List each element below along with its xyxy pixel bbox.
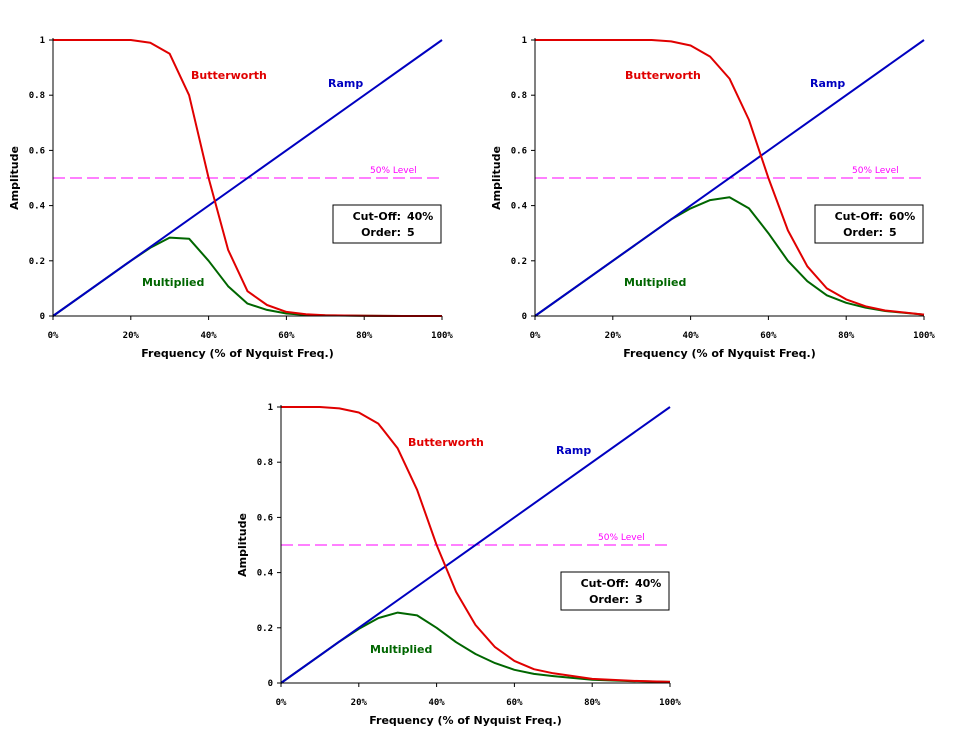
x-tick-label: 20% [351, 698, 368, 708]
y-tick-label: 1 [40, 36, 45, 46]
x-axis-title: Frequency (% of Nyquist Freq.) [141, 347, 334, 360]
x-tick-label: 20% [123, 331, 140, 341]
info-box-border [814, 204, 924, 244]
order-label: Order: [843, 226, 883, 239]
ramp-line [534, 39, 925, 317]
cutoff-value: 40% [635, 577, 661, 590]
ramp-label: Ramp [810, 77, 845, 90]
x-tick-label: 0% [530, 331, 541, 341]
y-axis-title: Amplitude [236, 513, 249, 577]
butterworth-label: Butterworth [191, 69, 267, 82]
x-tick-label: 80% [838, 331, 855, 341]
y-tick-label: 0.2 [511, 257, 527, 267]
multiplied-label: Multiplied [370, 643, 432, 656]
butterworth-line [281, 406, 671, 683]
multiplied-label: Multiplied [142, 276, 204, 289]
x-tick-label: 0% [276, 698, 287, 708]
order-label: Order: [361, 226, 401, 239]
y-tick-label: 0.4 [29, 202, 46, 212]
chart-svg: 0 0.2 0.4 0.6 0.8 1 0% 20% 40% 60% 80% 100% Frequen… [490, 36, 936, 360]
cutoff-value: 60% [889, 210, 915, 223]
chart-cutoff-40-order-5: 0 0.2 0.4 0.6 0.8 1 0% 20% 40% 60% 80% 100% Frequen… [0, 0, 470, 370]
level-label: 50% Level [598, 533, 645, 543]
x-tick-label: 40% [428, 698, 445, 708]
y-axis-title: Amplitude [8, 146, 21, 210]
y-tick-label: 0.6 [511, 146, 527, 156]
chart-svg: 0 0.2 0.4 0.6 0.8 1 0% 20% 40% 60% 80% 100% Frequen… [8, 36, 454, 360]
y-tick-label: 0.2 [257, 624, 273, 634]
x-tick-label: 20% [605, 331, 622, 341]
axes-layer [534, 38, 924, 317]
cutoff-label: Cut-Off: [581, 577, 629, 590]
order-value: 5 [407, 226, 415, 239]
info-box: Cut-Off: 40% Order: 3 [560, 571, 670, 611]
info-box-border [332, 204, 442, 244]
ramp-label: Ramp [328, 77, 363, 90]
chart-cutoff-60-order-5: 0 0.2 0.4 0.6 0.8 1 0% 20% 40% 60% 80% 100% Frequen… [482, 0, 952, 370]
info-box: Cut-Off: 60% Order: 5 [814, 204, 924, 244]
multiplied-label: Multiplied [624, 276, 686, 289]
x-tick-label: 60% [506, 698, 523, 708]
y-tick-label: 0 [522, 312, 527, 322]
y-tick-label: 0.4 [511, 202, 528, 212]
multiplied-line [52, 236, 442, 317]
ramp-line [52, 39, 443, 317]
ramp-label: Ramp [556, 444, 591, 457]
butterworth-line [53, 39, 442, 317]
x-tick-label: 60% [760, 331, 777, 341]
x-tick-label: 100% [431, 331, 453, 341]
x-axis-title: Frequency (% of Nyquist Freq.) [369, 714, 562, 727]
x-tick-label: 100% [659, 698, 681, 708]
level-label: 50% Level [370, 166, 417, 176]
ticks-layer: 0 0.2 0.4 0.6 0.8 1 0% 20% 40% 60% 80% 100% [511, 36, 936, 341]
x-tick-label: 0% [48, 331, 59, 341]
y-tick-label: 0.6 [29, 146, 45, 156]
butterworth-line [535, 39, 925, 316]
cutoff-label: Cut-Off: [353, 210, 401, 223]
ramp-line [280, 406, 671, 684]
y-tick-label: 0.8 [29, 91, 45, 101]
order-value: 5 [889, 226, 897, 239]
butterworth-label: Butterworth [408, 436, 484, 449]
order-value: 3 [635, 593, 643, 606]
info-box: Cut-Off: 40% Order: 5 [332, 204, 442, 244]
y-tick-label: 0 [40, 312, 45, 322]
y-tick-label: 0.6 [257, 513, 273, 523]
y-axis-title: Amplitude [490, 146, 503, 210]
series-layer [280, 406, 671, 684]
chart-svg: 0 0.2 0.4 0.6 0.8 1 0% 20% 40% 60% 80% 100% Frequen… [236, 403, 682, 727]
level-label: 50% Level [852, 166, 899, 176]
x-tick-label: 80% [584, 698, 601, 708]
x-tick-label: 80% [356, 331, 373, 341]
x-tick-label: 60% [278, 331, 295, 341]
order-label: Order: [589, 593, 629, 606]
cutoff-label: Cut-Off: [835, 210, 883, 223]
butterworth-label: Butterworth [625, 69, 701, 82]
info-box-border [560, 571, 670, 611]
ticks-layer: 0 0.2 0.4 0.6 0.8 1 0% 20% 40% 60% 80% 100% [257, 403, 682, 708]
chart-cutoff-40-order-3: 0 0.2 0.4 0.6 0.8 1 0% 20% 40% 60% 80% 100% Frequen… [228, 367, 698, 737]
y-tick-label: 1 [522, 36, 527, 46]
ticks-layer: 0 0.2 0.4 0.6 0.8 1 0% 20% 40% 60% 80% 100% [29, 36, 454, 341]
axes-layer [52, 38, 442, 317]
y-tick-label: 0.4 [257, 569, 274, 579]
series-layer [534, 39, 925, 317]
axes-layer [280, 405, 670, 684]
y-tick-label: 0.2 [29, 257, 45, 267]
cutoff-value: 40% [407, 210, 433, 223]
y-tick-label: 0.8 [257, 458, 273, 468]
x-tick-label: 40% [682, 331, 699, 341]
x-axis-title: Frequency (% of Nyquist Freq.) [623, 347, 816, 360]
y-tick-label: 1 [268, 403, 273, 413]
x-tick-label: 100% [913, 331, 935, 341]
x-tick-label: 40% [200, 331, 217, 341]
y-tick-label: 0 [268, 679, 273, 689]
y-tick-label: 0.8 [511, 91, 527, 101]
